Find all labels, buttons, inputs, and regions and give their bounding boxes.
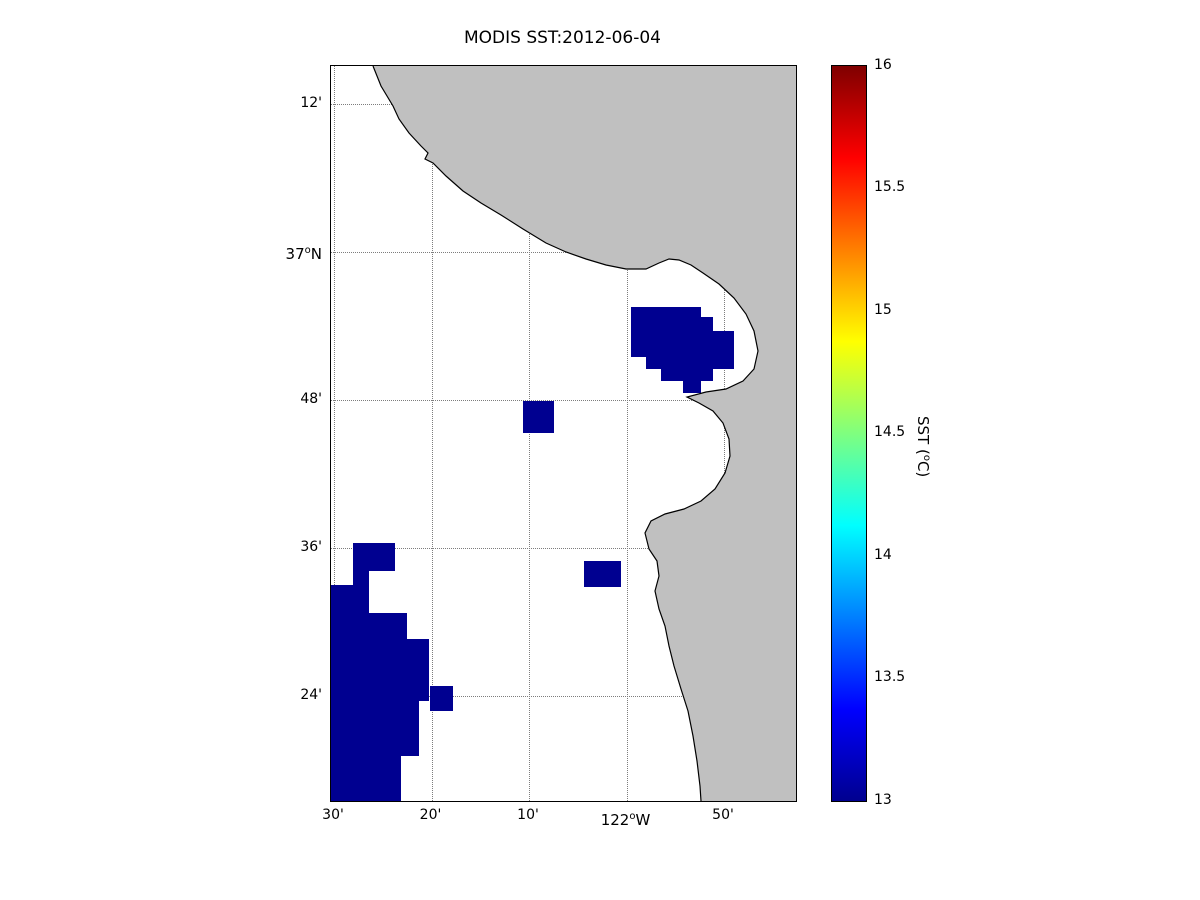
gridline-y-36min [331,548,796,549]
xtick-122W-dir: W [635,811,651,829]
degree-superscript: o [629,811,636,822]
xtick-121-50: 50' [712,807,734,823]
ytick-37N-dir: N [310,245,322,263]
gridline-y-48min [331,400,796,401]
colorbar-label: SST (oC) [914,416,932,477]
xtick-122-10: 10' [517,807,539,823]
coastline [372,66,759,801]
xtick-122W-value: 122 [600,811,630,829]
sst-patch-33min [584,561,621,587]
gridline-x-20min [431,66,433,801]
colorbar-tick-16: 16 [874,57,892,73]
ytick-36-48: 48' [300,391,322,407]
xtick-122W: 122oW [591,808,661,829]
gridline-x-50min [724,66,725,801]
ytick-37N-value: 37 [285,245,305,263]
gridline-x-122deg [626,66,628,801]
sst-patch-48min [523,401,554,433]
colorbar-tick-15: 15 [874,302,892,318]
sst-map-canvas [331,66,796,801]
gridline-x-10min [529,66,530,801]
colorbar-label-prefix: SST ( [914,416,932,455]
gridline-y-37deg [331,252,796,253]
xtick-122-20: 20' [419,807,442,823]
land-mass [373,66,796,801]
plot-title: MODIS SST:2012-06-04 [464,28,661,48]
colorbar-tick-13: 13 [874,792,892,808]
sst-patch-small-24min [430,686,453,711]
colorbar-tick-15-5: 15.5 [874,179,906,195]
ytick-36-36: 36' [300,539,322,555]
sst-patch-offshore-large [331,543,429,801]
ytick-36-24: 24' [300,687,322,703]
colorbar-label-suffix: C) [914,460,932,478]
colorbar-tick-14: 14 [874,547,892,563]
ytick-37N: 37oN [260,242,322,263]
gridline-x-30min [334,66,335,801]
map-axes [330,65,797,802]
sst-patch-monterey-bay [631,307,734,393]
colorbar [831,65,867,802]
ytick-37-12: 12' [300,95,322,111]
colorbar-tick-13-5: 13.5 [874,669,906,685]
gridline-y-24min [331,696,796,697]
xtick-122-30: 30' [322,807,344,823]
colorbar-tick-14-5: 14.5 [874,424,906,440]
degree-superscript: o [304,245,311,256]
